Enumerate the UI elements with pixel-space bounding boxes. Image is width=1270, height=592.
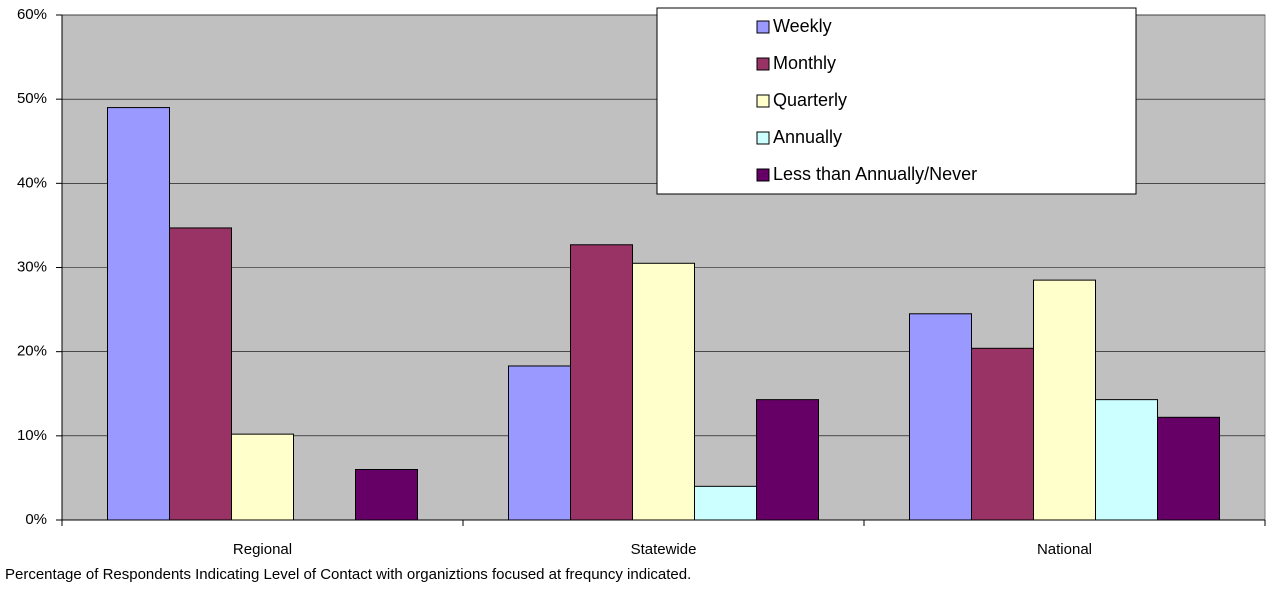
legend-label: Less than Annually/Never <box>773 164 977 184</box>
bar <box>355 469 418 521</box>
bar <box>756 399 819 521</box>
legend-label: Monthly <box>773 53 836 73</box>
legend-box <box>656 7 1137 195</box>
bar <box>231 433 294 521</box>
y-tick-label: 20% <box>17 343 47 360</box>
bar <box>909 313 972 521</box>
legend-swatch <box>756 94 770 108</box>
y-tick-label: 30% <box>17 258 47 275</box>
bar <box>508 365 571 521</box>
bar <box>107 107 170 521</box>
legend-swatch <box>756 168 770 182</box>
x-tick-label: Statewide <box>631 541 697 558</box>
bar <box>1157 416 1220 521</box>
y-tick-label: 10% <box>17 427 47 444</box>
bar <box>694 485 757 521</box>
legend-label: Quarterly <box>773 90 847 110</box>
legend-swatch <box>756 57 770 71</box>
bar <box>1033 279 1096 521</box>
y-tick-label: 40% <box>17 174 47 191</box>
y-tick-label: 0% <box>25 511 47 528</box>
x-tick-label: Regional <box>233 541 292 558</box>
bar <box>169 227 232 521</box>
legend-label: Weekly <box>773 16 832 36</box>
x-tick-label: National <box>1037 541 1092 558</box>
y-tick-label: 50% <box>17 90 47 107</box>
bar <box>632 262 695 521</box>
y-tick-label: 60% <box>17 6 47 23</box>
caption: Percentage of Respondents Indicating Lev… <box>5 566 691 583</box>
bar <box>1095 399 1158 521</box>
legend-swatch <box>756 20 770 34</box>
legend-label: Annually <box>773 127 842 147</box>
legend-swatch <box>756 131 770 145</box>
bar <box>971 347 1034 521</box>
bar <box>570 244 633 521</box>
